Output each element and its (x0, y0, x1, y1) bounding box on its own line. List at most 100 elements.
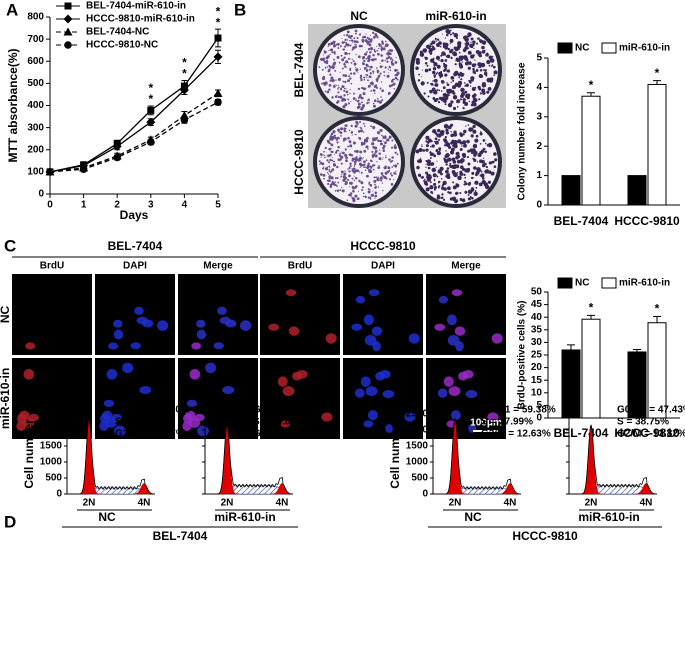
cell-nucleus (363, 420, 374, 428)
colony-dot (488, 64, 491, 67)
y-axis-label: Cell number (388, 419, 402, 489)
legend-marker (64, 2, 72, 10)
colony-dot (336, 185, 338, 187)
colony-dot (376, 97, 379, 100)
colony-dot (433, 178, 436, 181)
colony-dot (365, 69, 369, 72)
colony-dot (467, 182, 471, 186)
colony-dot (344, 148, 347, 151)
series-line (49, 101, 219, 173)
x-axis-label: Days (120, 208, 149, 222)
colony-dot (476, 38, 479, 40)
colony-dot (349, 69, 352, 72)
colony-dot (364, 138, 367, 142)
colony-dot (343, 41, 346, 44)
colony-dot (347, 168, 349, 170)
colony-dot (346, 199, 349, 201)
colony-dot (435, 166, 437, 169)
y-tick-label: 3 (536, 111, 542, 122)
cell-nucleus (139, 386, 152, 395)
colony-dot (435, 40, 437, 42)
colony-dot (329, 137, 333, 141)
cell-nucleus (182, 421, 192, 432)
colony-dot (390, 146, 394, 149)
colony-dot (357, 97, 360, 99)
colony-dot (322, 173, 326, 177)
cell-nucleus (196, 329, 207, 340)
colony-dot (472, 67, 475, 71)
colony-dot (430, 58, 435, 63)
colony-dot (442, 92, 447, 98)
colony-dot (343, 56, 346, 59)
colony-dot (380, 47, 384, 51)
scale-bar-label: 100μm (470, 418, 502, 429)
colony-dot (424, 178, 426, 181)
y-tick-label: 600 (27, 56, 44, 67)
colony-dot (326, 168, 329, 171)
legend-label: HCCC-9810-miR-610-in (86, 14, 195, 25)
colony-dot (378, 100, 382, 104)
colony-dot (353, 187, 356, 190)
panel-label: C (4, 236, 16, 255)
colony-dot (334, 181, 337, 183)
group-label: BEL-7404 (153, 529, 208, 543)
colony-dot (359, 150, 363, 154)
colony-dot (380, 96, 382, 98)
ploidy-label: 2N (585, 498, 598, 509)
colony-dot (464, 90, 468, 94)
colony-dot (370, 38, 373, 41)
colony-dot (420, 157, 422, 159)
colony-dot (372, 190, 374, 192)
colony-dot (426, 81, 429, 84)
colony-dot (482, 139, 486, 142)
x-tick-label: 2 (114, 200, 120, 211)
legend-swatch (557, 42, 573, 54)
colony-dot (339, 71, 341, 73)
colony-dot (343, 34, 345, 36)
colony-dot (466, 139, 470, 144)
colony-dot (451, 89, 455, 93)
colony-dot (331, 159, 333, 161)
colony-dot (361, 186, 364, 189)
colony-dot (449, 197, 453, 201)
colony-dot (334, 136, 337, 140)
colony-dot (463, 173, 466, 177)
colony-dot (351, 168, 353, 170)
error-bar (587, 314, 595, 320)
colony-dot (387, 51, 390, 55)
colony-dot (337, 47, 340, 50)
colony-dot (446, 30, 451, 35)
colony-dot (483, 182, 489, 187)
colony-dot (463, 144, 467, 148)
colony-dot (384, 171, 388, 175)
colony-dot (329, 158, 332, 162)
colony-dot (463, 180, 467, 183)
cycle-stat: S = 28.43% (115, 417, 167, 428)
colony-dot (323, 177, 325, 180)
micrograph (95, 274, 175, 355)
colony-dot (463, 129, 467, 134)
colony-dot (365, 57, 367, 60)
colony-dot (360, 171, 363, 174)
colony-dot (359, 68, 361, 70)
colony-dot (367, 79, 369, 82)
colony-dot (359, 93, 362, 97)
colony-dot (455, 156, 459, 160)
colony-dot (366, 174, 369, 178)
colony-dot (375, 176, 378, 179)
colony-dot (456, 172, 459, 174)
colony-dot (363, 59, 366, 63)
colony-dot (347, 102, 351, 105)
colony-dot (336, 101, 339, 104)
colony-dot (479, 92, 482, 95)
colony-dot (445, 169, 449, 174)
cell-nucleus (454, 326, 466, 336)
cell-nucleus (130, 342, 141, 350)
panel-label: A (6, 0, 18, 19)
y-tick-label: 20 (531, 362, 543, 373)
colony-dot (343, 87, 346, 90)
colony-dot (351, 197, 355, 200)
colony-dot (493, 152, 497, 156)
ploidy-label: 4N (640, 498, 653, 509)
colony-dot (387, 166, 391, 170)
